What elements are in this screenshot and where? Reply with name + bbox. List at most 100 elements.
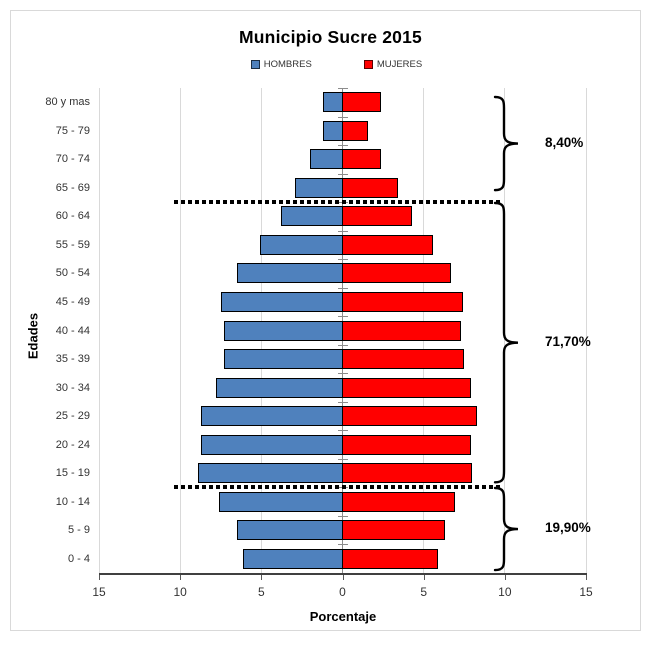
age-label-60-64: 60 - 64 [55, 210, 90, 223]
bar-hombres-30-34 [215, 377, 344, 398]
category-axis-tick [337, 230, 348, 232]
x-axis-tick [504, 575, 506, 580]
age-label-0-4: 0 - 4 [67, 552, 90, 565]
category-axis-tick [337, 401, 348, 403]
category-axis-tick [337, 173, 348, 175]
age-label-65-69: 65 - 69 [55, 181, 90, 194]
legend-item-mujeres: MUJERES [363, 59, 423, 70]
age-label-55-59: 55 - 59 [55, 238, 90, 251]
chart-title: Municipio Sucre 2015 [239, 27, 422, 47]
category-axis-tick [337, 544, 348, 546]
annotation-pct-65plus: 8,40% [545, 134, 584, 150]
category-axis-tick [337, 458, 348, 460]
x-axis-tick [342, 575, 344, 580]
age-label-30-34: 30 - 34 [55, 381, 90, 394]
bar-mujeres-70-74 [341, 149, 382, 170]
bar-hombres-65-69 [295, 177, 344, 198]
brace-1 [493, 95, 519, 192]
bar-hombres-75-79 [323, 120, 344, 141]
x-tick-label: 10 [173, 585, 187, 599]
bar-hombres-10-14 [219, 491, 344, 512]
bar-hombres-5-9 [236, 520, 344, 541]
age-label-50-54: 50 - 54 [55, 267, 90, 280]
bar-mujeres-65-69 [341, 177, 398, 198]
bar-mujeres-35-39 [341, 349, 465, 370]
bar-mujeres-50-54 [341, 263, 452, 284]
legend-label-hombres: HOMBRES [263, 59, 312, 70]
hombres-swatch-icon [250, 60, 260, 69]
bar-mujeres-30-34 [341, 377, 471, 398]
bar-mujeres-0-4 [341, 548, 439, 569]
category-axis-tick [337, 259, 348, 261]
x-axis-tick [99, 575, 100, 580]
gridline [585, 88, 587, 573]
x-axis-tick [423, 575, 425, 580]
category-axis-tick [337, 430, 348, 432]
legend-label-mujeres: MUJERES [376, 59, 423, 70]
bar-mujeres-40-44 [341, 320, 461, 341]
bar-hombres-50-54 [236, 263, 344, 284]
age-label-80-y-mas: 80 y mas [45, 96, 90, 109]
bar-hombres-20-24 [201, 434, 344, 455]
bar-hombres-80-y-mas [323, 92, 344, 113]
chart-legend: HOMBRES MUJERES [12, 59, 661, 70]
bar-mujeres-10-14 [341, 491, 455, 512]
category-axis-tick [337, 515, 348, 517]
bar-hombres-55-59 [259, 234, 344, 255]
x-axis-title: Porcentaje [309, 609, 377, 624]
category-axis-tick [337, 287, 348, 289]
age-label-70-74: 70 - 74 [55, 153, 90, 166]
bar-hombres-70-74 [310, 149, 344, 170]
bar-hombres-40-44 [223, 320, 344, 341]
age-label-25-29: 25 - 29 [55, 410, 90, 423]
category-axis-tick [337, 344, 348, 346]
age-label-45-49: 45 - 49 [55, 295, 90, 308]
brace-3 [493, 486, 519, 572]
bar-hombres-0-4 [243, 548, 344, 569]
x-axis-tick [586, 575, 587, 580]
x-axis-tick [180, 575, 182, 580]
category-axis-tick [337, 373, 348, 375]
bar-hombres-35-39 [223, 349, 344, 370]
x-tick-label: 5 [257, 585, 265, 599]
bar-mujeres-75-79 [341, 120, 369, 141]
category-axis-tick [337, 316, 348, 318]
bar-mujeres-80-y-mas [341, 92, 382, 113]
gridline [179, 88, 181, 573]
bar-mujeres-25-29 [341, 406, 478, 427]
bar-mujeres-15-19 [341, 463, 473, 484]
age-label-35-39: 35 - 39 [55, 353, 90, 366]
age-label-20-24: 20 - 24 [55, 438, 90, 451]
bar-hombres-25-29 [201, 406, 344, 427]
mujeres-swatch-icon [363, 60, 373, 69]
gridline [98, 88, 100, 573]
x-tick-label: 15 [579, 585, 593, 599]
bar-mujeres-45-49 [341, 291, 463, 312]
separator-dotted-line-2 [174, 485, 503, 490]
annotation-pct-0-14: 19,90% [545, 519, 591, 535]
separator-dotted-line-1 [174, 200, 503, 205]
x-axis-line [99, 573, 587, 575]
x-axis-tick [261, 575, 263, 580]
bar-hombres-15-19 [198, 463, 344, 484]
bar-mujeres-55-59 [341, 234, 434, 255]
age-label-75-79: 75 - 79 [55, 124, 90, 137]
x-tick-label: 10 [498, 585, 512, 599]
category-axis-tick [337, 145, 348, 147]
bar-mujeres-5-9 [341, 520, 445, 541]
bar-mujeres-20-24 [341, 434, 471, 455]
category-axis-tick [337, 88, 348, 89]
legend-item-hombres: HOMBRES [250, 59, 312, 70]
category-axis-tick [337, 116, 348, 118]
x-tick-label: 15 [92, 585, 106, 599]
age-label-40-44: 40 - 44 [55, 324, 90, 337]
brace-2 [493, 201, 519, 484]
bar-hombres-60-64 [280, 206, 344, 227]
annotation-pct-15-64: 71,70% [545, 333, 591, 349]
bar-hombres-45-49 [220, 291, 344, 312]
age-label-5-9: 5 - 9 [67, 524, 90, 537]
x-tick-label: 5 [420, 585, 427, 599]
bar-mujeres-60-64 [341, 206, 413, 227]
age-label-15-19: 15 - 19 [55, 467, 90, 480]
